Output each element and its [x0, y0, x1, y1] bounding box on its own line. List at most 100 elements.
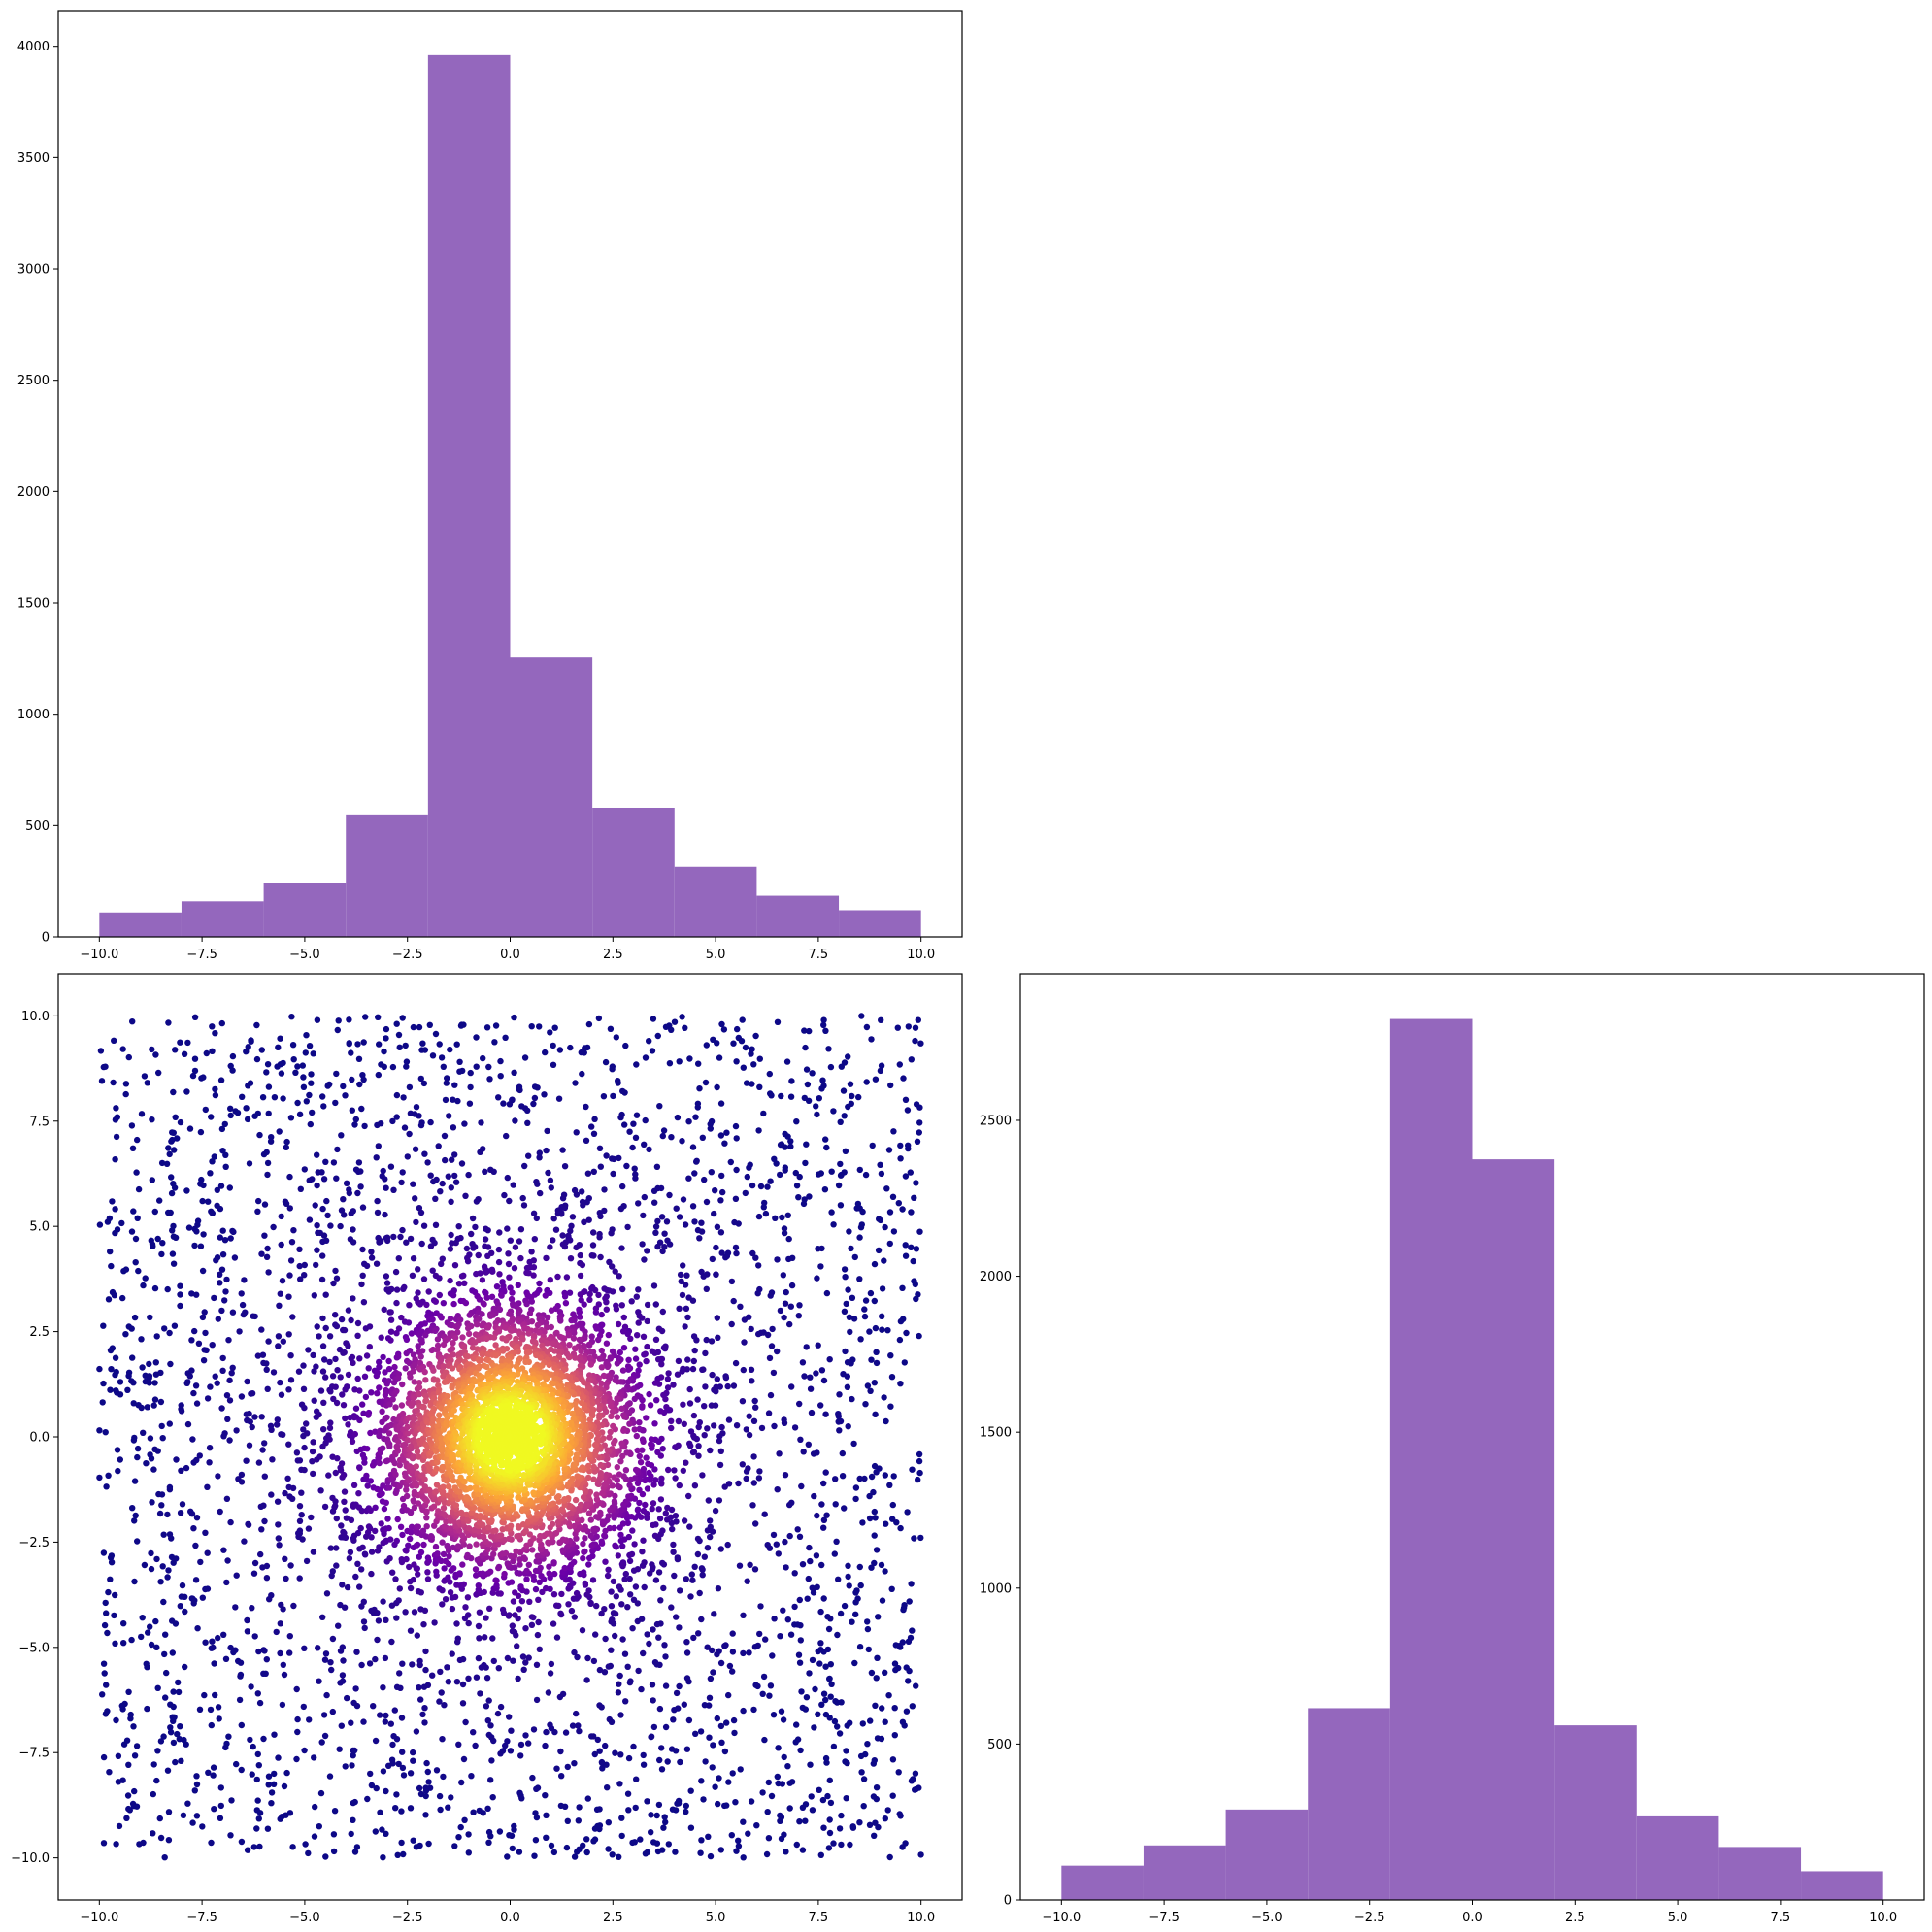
scatter-point [915, 1016, 921, 1023]
scatter-point [547, 1277, 553, 1283]
scatter-point [902, 1242, 909, 1249]
scatter-point [756, 1083, 763, 1091]
scatter-point [331, 1808, 339, 1815]
scatter-point [404, 1153, 411, 1160]
scatter-point [468, 1773, 475, 1780]
scatter-point [588, 1252, 595, 1259]
scatter-point [515, 1523, 522, 1530]
scatter-point [632, 1466, 640, 1474]
scatter-point [259, 1351, 267, 1358]
scatter-point [99, 1399, 106, 1406]
scatter-point [367, 1478, 374, 1484]
scatter-point [633, 1112, 641, 1118]
scatter-point [618, 1245, 625, 1251]
scatter-point [205, 1769, 212, 1777]
scatter-point [544, 1127, 550, 1135]
scatter-point [149, 1116, 155, 1123]
scatter-point [545, 1689, 552, 1696]
scatter-point [217, 1784, 224, 1791]
scatter-point [686, 1523, 693, 1530]
scatter-point [679, 1368, 685, 1375]
scatter-point [526, 1598, 533, 1606]
scatter-point [561, 1564, 568, 1572]
scatter-point [912, 1024, 919, 1031]
scatter-point [250, 1844, 257, 1850]
scatter-point [305, 1347, 312, 1353]
scatter-point [873, 1547, 881, 1553]
scatter-point [285, 1386, 292, 1393]
scatter-point [454, 1323, 461, 1330]
scatter-point [370, 1703, 377, 1710]
scatter-point [838, 1063, 845, 1070]
scatter-point [569, 1722, 577, 1729]
scatter-point [602, 1058, 610, 1066]
scatter-point [479, 1322, 485, 1329]
scatter-point [656, 1515, 664, 1522]
scatter-point [484, 1546, 491, 1552]
scatter-point [199, 1267, 207, 1275]
scatter-point [264, 1385, 271, 1393]
scatter-point [181, 1050, 188, 1058]
scatter-point [601, 1532, 608, 1539]
scatter-point [357, 1524, 364, 1532]
scatter-point [244, 1628, 251, 1635]
scatter-point [354, 1189, 361, 1197]
scatter-point [702, 1758, 709, 1765]
scatter-point [111, 1612, 117, 1619]
scatter-point [179, 1582, 186, 1589]
scatter-point [193, 1400, 201, 1407]
scatter-point [158, 1250, 165, 1258]
scatter-point [650, 1697, 656, 1704]
scatter-point [802, 1159, 809, 1167]
scatter-point [122, 1081, 130, 1087]
scatter-point [475, 1582, 482, 1589]
scatter-point [864, 1741, 871, 1748]
scatter-point [199, 1823, 206, 1830]
scatter-point [429, 1316, 436, 1323]
scatter-point [268, 1789, 276, 1796]
scatter-point [410, 1497, 416, 1504]
scatter-point [856, 1644, 864, 1650]
scatter-point [168, 1138, 175, 1145]
scatter-point [713, 1271, 719, 1279]
scatter-point [405, 1319, 413, 1326]
scatter-point [630, 1596, 638, 1604]
scatter-point [153, 1555, 160, 1563]
scatter-point [916, 1469, 923, 1477]
scatter-point [796, 1818, 803, 1825]
scatter-point [882, 1669, 888, 1677]
scatter-point [889, 1501, 896, 1509]
scatter-point [172, 1620, 180, 1627]
scatter-point [368, 1249, 375, 1255]
scatter-point [881, 1394, 887, 1401]
scatter-point [464, 1258, 472, 1265]
scatter-point [141, 1561, 149, 1569]
scatter-point [548, 1660, 555, 1668]
scatter-point [813, 1370, 819, 1377]
scatter-point [641, 1193, 648, 1201]
scatter-point [441, 1132, 449, 1140]
scatter-point [383, 1025, 390, 1033]
scatter-point [663, 1218, 671, 1225]
scatter-point [338, 1132, 345, 1139]
scatter-point [376, 1358, 383, 1366]
scatter-point [456, 1570, 463, 1577]
scatter-point [707, 1675, 715, 1682]
scatter-point [430, 1386, 437, 1393]
scatter-point [648, 1436, 655, 1443]
scatter-point [571, 1345, 579, 1351]
scatter-point [550, 1591, 558, 1598]
scatter-point [201, 1691, 208, 1699]
scatter-point [624, 1663, 631, 1671]
scatter-point [412, 1146, 419, 1152]
scatter-point [200, 1182, 207, 1189]
scatter-point [881, 1257, 887, 1264]
scatter-point [242, 1309, 249, 1316]
scatter-point [227, 1644, 234, 1651]
scatter-point [593, 1514, 600, 1520]
scatter-point [286, 1810, 294, 1816]
scatter-point [372, 1655, 379, 1663]
scatter-point [316, 1678, 322, 1684]
scatter-point [799, 1561, 807, 1568]
